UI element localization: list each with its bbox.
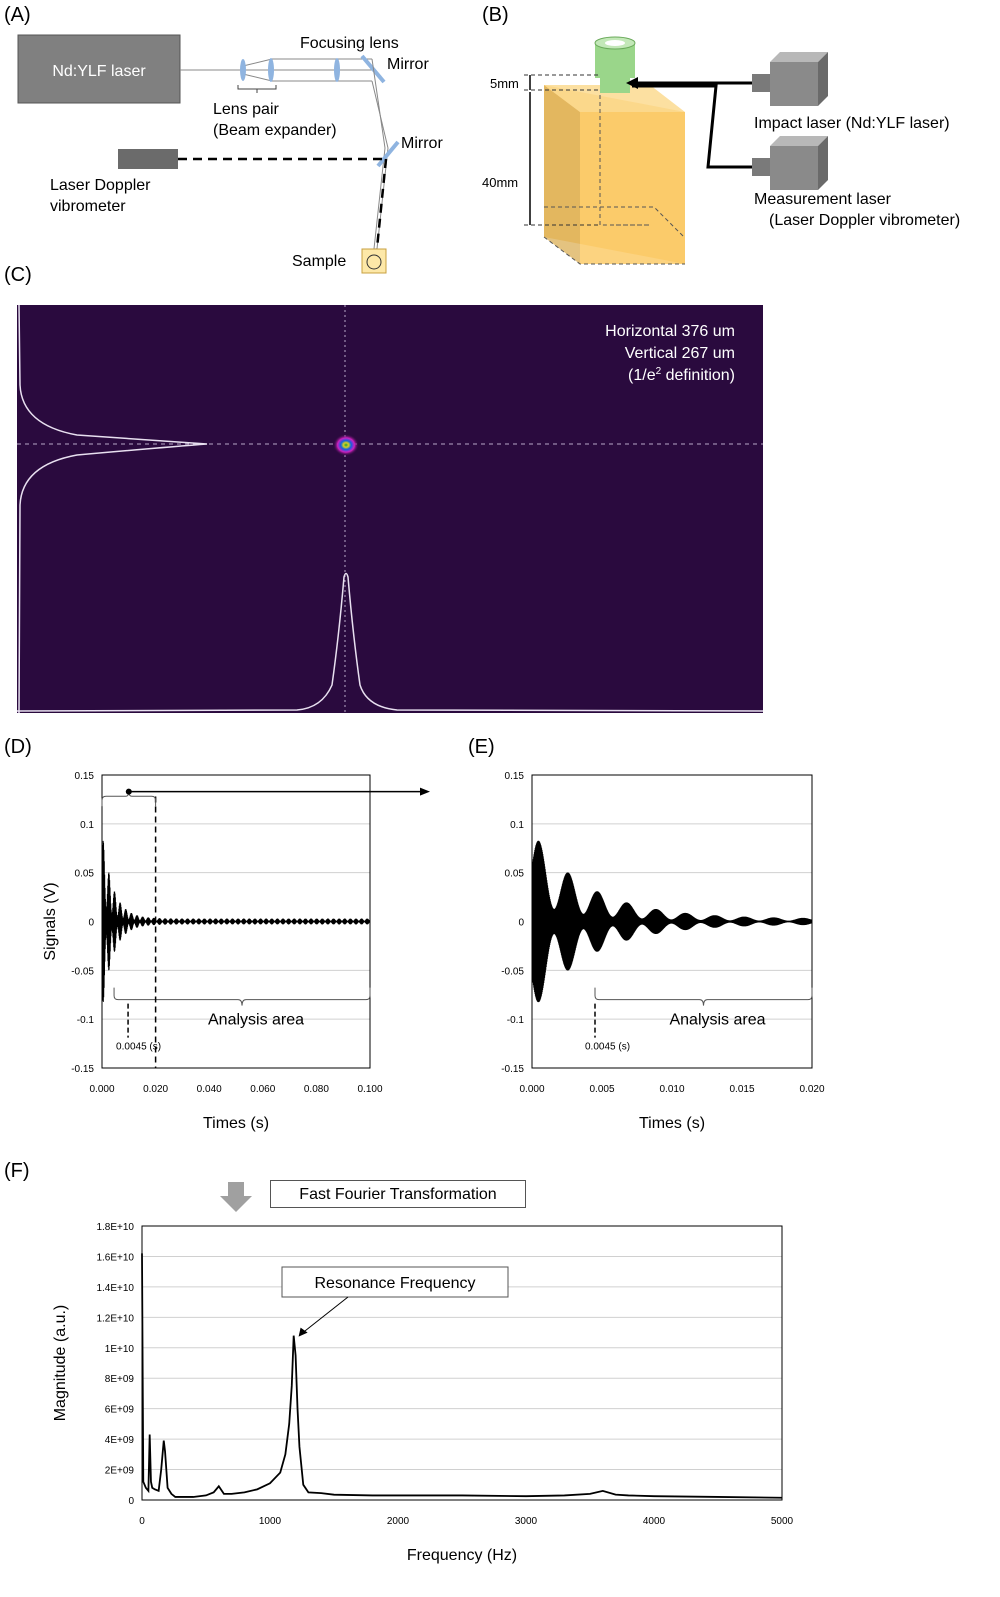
vertical-size: Vertical 267 um bbox=[625, 345, 735, 362]
analysis-area-label-d: Analysis area bbox=[208, 1012, 304, 1029]
x-tick-label: 0.005 bbox=[589, 1084, 614, 1095]
x-tick-label: 5000 bbox=[771, 1516, 794, 1527]
sample-label: Sample bbox=[292, 253, 346, 270]
y-tick-label: 0 bbox=[88, 918, 94, 929]
focusing-lens bbox=[334, 58, 340, 82]
measurement-laser-device bbox=[770, 146, 818, 190]
measurement-laser-label-1: Measurement laser bbox=[754, 191, 892, 208]
y-tick-label: 6E+09 bbox=[105, 1405, 135, 1416]
y-tick-label: -0.1 bbox=[507, 1015, 525, 1026]
marker-label-d: 0.0045 (s) bbox=[116, 1042, 161, 1053]
x-tick-label: 0.020 bbox=[143, 1084, 168, 1095]
focusing-lens-label: Focusing lens bbox=[300, 35, 399, 52]
y-tick-label: 0.1 bbox=[510, 820, 524, 831]
analysis-annotation-d: Analysis area 0.0045 (s) bbox=[101, 787, 430, 1068]
x-tick-label: 4000 bbox=[643, 1516, 666, 1527]
mirror-2-label: Mirror bbox=[401, 135, 443, 152]
y-tick-label: 8E+09 bbox=[105, 1374, 135, 1385]
x-tick-label: 0.080 bbox=[304, 1084, 329, 1095]
x-tick-label: 0.000 bbox=[519, 1084, 544, 1095]
lens-2 bbox=[268, 58, 274, 82]
vertical-profile bbox=[18, 305, 208, 714]
panel-label-e: (E) bbox=[468, 736, 495, 758]
panel-b-diagram: 5mm 40mm Impact laser (Nd:YLF laser) Mea… bbox=[482, 36, 960, 265]
time-signal-chart-e: 0.15 0.1 0.05 0 -0.05 -0.1 -0.15 0.000 0.005 0.01… bbox=[501, 771, 825, 1132]
x-tick-label: 0.000 bbox=[89, 1084, 114, 1095]
ldv-label-1: Laser Doppler bbox=[50, 177, 151, 194]
y-tick-label: -0.05 bbox=[501, 966, 524, 977]
impact-laser-device bbox=[770, 62, 818, 106]
y-tick-label: 1.2E+10 bbox=[96, 1313, 134, 1324]
resonance-arrowhead bbox=[298, 1327, 308, 1337]
y-tick-label: 0.05 bbox=[75, 869, 95, 880]
resonance-pointer bbox=[301, 1296, 349, 1334]
impact-laser-label: Impact laser (Nd:YLF laser) bbox=[754, 115, 950, 132]
marker-label-e: 0.0045 (s) bbox=[585, 1042, 630, 1053]
x-tick-label: 0.060 bbox=[250, 1084, 275, 1095]
lens-1 bbox=[240, 59, 246, 81]
fft-label-box: Fast Fourier Transformation bbox=[270, 1180, 526, 1208]
y-tick-label: 0 bbox=[128, 1496, 134, 1507]
dim-40mm: 40mm bbox=[482, 175, 518, 190]
y-tick-label: 0.05 bbox=[505, 869, 525, 880]
x-tick-label: 0.020 bbox=[799, 1084, 824, 1095]
fft-spectrum-line bbox=[141, 1253, 783, 1499]
x-tick-label: 3000 bbox=[515, 1516, 538, 1527]
y-tick-label: 1.4E+10 bbox=[96, 1283, 134, 1294]
beam-profile-image: Horizontal 376 um Vertical 267 um (1/e2 … bbox=[17, 305, 764, 714]
x-tick-label: 0.040 bbox=[197, 1084, 222, 1095]
x-tick-label: 0 bbox=[139, 1516, 145, 1527]
lens-pair-label: Lens pair bbox=[213, 101, 279, 118]
y-tick-label: 1.6E+10 bbox=[96, 1252, 134, 1263]
y-tick-label: 2E+09 bbox=[105, 1466, 135, 1477]
panel-label-f: (F) bbox=[4, 1160, 30, 1182]
x-tick-label: 1000 bbox=[259, 1516, 282, 1527]
panel-a-diagram: Nd:YLF laser Focusing lens Mirror Lens p… bbox=[17, 34, 443, 274]
ldv-box bbox=[118, 149, 178, 169]
x-tick-label: 0.010 bbox=[659, 1084, 684, 1095]
mirror-1-label: Mirror bbox=[387, 56, 429, 73]
y-axis-label-f: Magnitude (a.u.) bbox=[52, 1305, 69, 1422]
panel-label-b: (B) bbox=[482, 4, 509, 26]
x-tick-label: 0.015 bbox=[729, 1084, 754, 1095]
beam-expander-label: (Beam expander) bbox=[213, 122, 337, 139]
definition-note: (1/e2 definition) bbox=[628, 366, 735, 384]
fft-chart: 1.8E+10 1.6E+10 1.4E+10 1.2E+10 1E+10 8E+09 6E… bbox=[52, 1222, 794, 1564]
y-tick-label: -0.15 bbox=[501, 1064, 524, 1075]
laser-label: Nd:YLF laser bbox=[52, 63, 146, 80]
horizontal-profile bbox=[17, 572, 764, 712]
x-axis-label-f: Frequency (Hz) bbox=[407, 1547, 517, 1564]
horizontal-size: Horizontal 376 um bbox=[605, 323, 735, 340]
resonance-label-box bbox=[281, 1266, 509, 1298]
fft-arrow-icon bbox=[220, 1182, 252, 1212]
x-axis-label-e: Times (s) bbox=[639, 1115, 705, 1132]
x-tick-label: 0.100 bbox=[357, 1084, 382, 1095]
analysis-area-label-e: Analysis area bbox=[669, 1012, 765, 1029]
y-tick-label: 0.15 bbox=[505, 771, 525, 782]
y-tick-label: 0.15 bbox=[75, 771, 95, 782]
mirror-2 bbox=[376, 140, 400, 168]
measurement-laser-label-2: (Laser Doppler vibrometer) bbox=[769, 212, 960, 229]
y-tick-label: 4E+09 bbox=[105, 1435, 135, 1446]
dim-5mm: 5mm bbox=[490, 76, 519, 91]
y-tick-label: 0 bbox=[518, 918, 524, 929]
y-axis-label-d: Signals (V) bbox=[42, 882, 59, 960]
panel-label-a: (A) bbox=[4, 4, 31, 26]
y-tick-label: -0.05 bbox=[71, 966, 94, 977]
panel-label-d: (D) bbox=[4, 736, 32, 758]
x-axis-label-d: Times (s) bbox=[203, 1115, 269, 1132]
y-tick-label: -0.15 bbox=[71, 1064, 94, 1075]
y-tick-label: 1.8E+10 bbox=[96, 1222, 134, 1233]
y-tick-label: -0.1 bbox=[77, 1015, 95, 1026]
y-tick-label: 1E+10 bbox=[105, 1344, 135, 1355]
resonance-label: Resonance Frequency bbox=[315, 1275, 476, 1292]
x-tick-label: 2000 bbox=[387, 1516, 410, 1527]
y-tick-label: 0.1 bbox=[80, 820, 94, 831]
laser-box bbox=[17, 34, 181, 104]
ldv-label-2: vibrometer bbox=[50, 198, 126, 215]
panel-label-c: (C) bbox=[4, 264, 32, 286]
time-signal-chart-d: 0.15 0.1 0.05 0 -0.05 -0.1 -0.15 0.000 0.020 0.04… bbox=[42, 771, 430, 1132]
analysis-annotation-e: Analysis area 0.0045 (s) bbox=[585, 987, 813, 1053]
beam-spot bbox=[333, 434, 359, 456]
